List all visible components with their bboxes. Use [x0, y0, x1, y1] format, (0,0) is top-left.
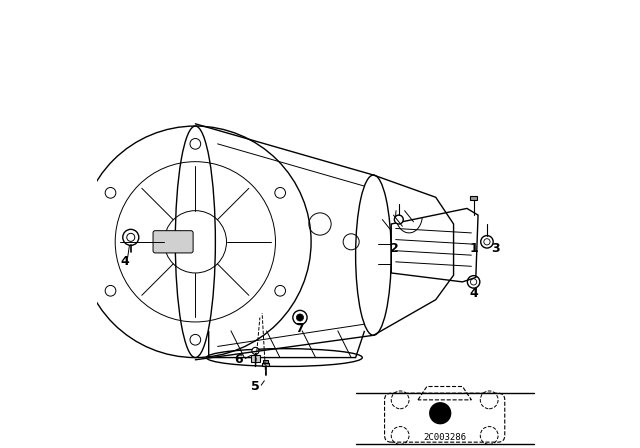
- Bar: [251, 355, 260, 362]
- Circle shape: [252, 347, 259, 354]
- Text: 5: 5: [251, 380, 260, 393]
- Text: 7: 7: [294, 322, 303, 335]
- Text: 2: 2: [390, 242, 399, 255]
- Bar: [263, 360, 268, 363]
- Text: 4: 4: [120, 255, 129, 268]
- Text: 6: 6: [235, 353, 243, 366]
- Text: 4: 4: [469, 287, 478, 300]
- Circle shape: [429, 402, 451, 424]
- Circle shape: [296, 314, 303, 321]
- Bar: [470, 196, 477, 199]
- Text: 1: 1: [469, 242, 478, 255]
- Bar: [262, 363, 269, 366]
- Circle shape: [394, 215, 403, 224]
- FancyBboxPatch shape: [153, 231, 193, 253]
- Text: 2C003286: 2C003286: [423, 433, 466, 442]
- Text: 3: 3: [492, 242, 500, 255]
